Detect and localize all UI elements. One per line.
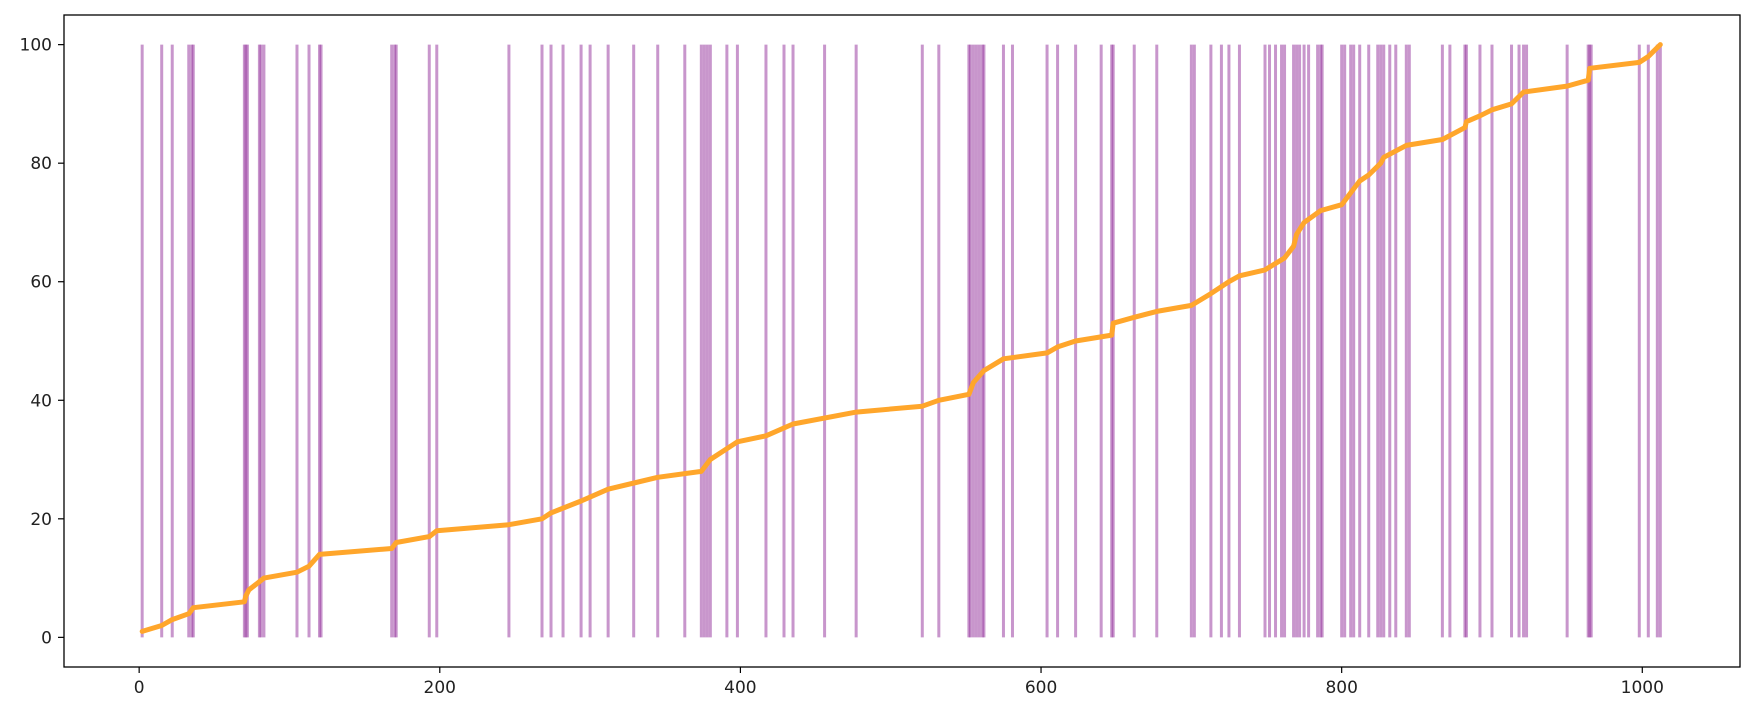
x-tick-label: 0 [134, 678, 145, 698]
x-tick-label: 600 [1025, 678, 1057, 698]
x-tick-label: 800 [1325, 678, 1357, 698]
event-lines-group [140, 44, 1662, 638]
axes-frame [63, 14, 1741, 668]
y-tick-label: 20 [30, 510, 52, 530]
y-tick-label: 100 [20, 36, 52, 56]
y-tick-label: 80 [30, 154, 52, 174]
plot-area [139, 42, 1663, 638]
y-tick-label: 0 [41, 628, 52, 648]
y-tick-label: 60 [30, 273, 52, 293]
x-axis: 0 200 400 600 800 1000 [134, 667, 1664, 698]
x-tick-label: 200 [424, 678, 456, 698]
cumulative-line [139, 42, 1663, 634]
x-tick-label: 400 [724, 678, 756, 698]
x-tick-label: 1000 [1621, 678, 1664, 698]
y-tick-label: 40 [30, 391, 52, 411]
y-axis: 0 20 40 60 80 100 [20, 36, 64, 648]
